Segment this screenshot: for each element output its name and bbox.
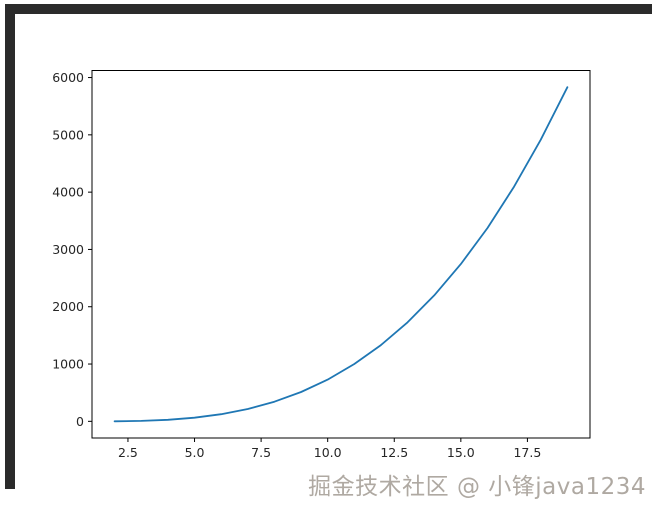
y-axis-tick-label: 5000 <box>52 127 84 142</box>
x-axis-tick-label: 10.0 <box>314 445 342 460</box>
window-border-top <box>5 4 652 14</box>
y-axis-tick-label: 1000 <box>52 357 84 372</box>
y-axis-tick-label: 2000 <box>52 299 84 314</box>
window-border-left <box>5 4 15 489</box>
y-axis-tick-label: 4000 <box>52 185 84 200</box>
x-axis-tick-label: 2.5 <box>118 445 138 460</box>
y-axis-tick-label: 3000 <box>52 242 84 257</box>
watermark-text: 掘金技术社区 @ 小锋java1234 <box>308 474 646 500</box>
x-axis-tick-label: 12.5 <box>380 445 408 460</box>
axes-frame <box>91 70 591 439</box>
x-axis-tick-label: 5.0 <box>185 445 205 460</box>
x-axis-tick-label: 17.5 <box>513 445 541 460</box>
data-line-series <box>113 86 569 423</box>
x-axis-tick-label: 7.5 <box>251 445 271 460</box>
x-axis-tick-label: 15.0 <box>447 445 475 460</box>
y-axis-tick-label: 6000 <box>52 70 84 85</box>
y-axis-tick-label: 0 <box>76 414 84 429</box>
